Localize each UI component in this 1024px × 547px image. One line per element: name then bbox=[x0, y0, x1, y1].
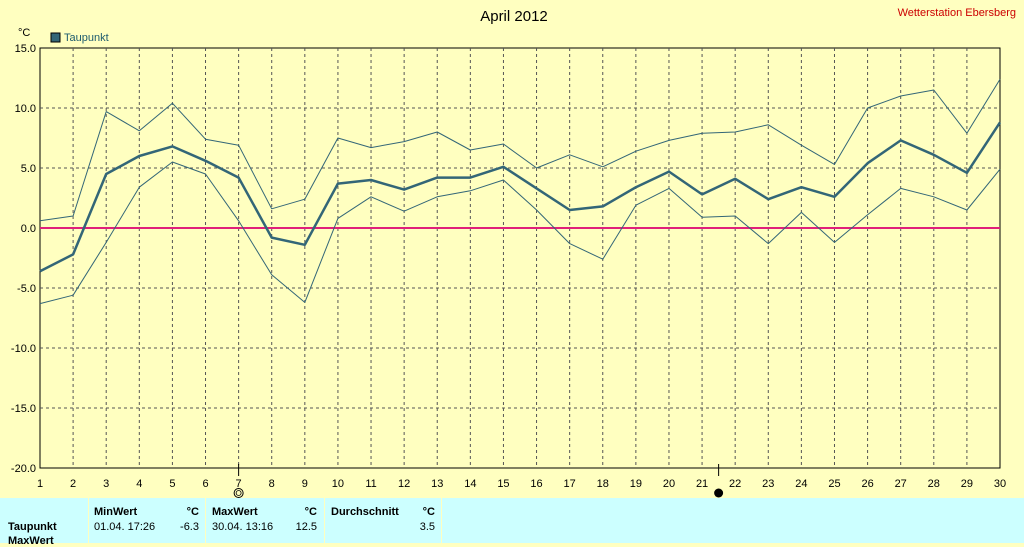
avg-unit: °C bbox=[422, 506, 435, 518]
x-tick-label: 24 bbox=[795, 478, 807, 490]
legend: Taupunkt bbox=[50, 32, 109, 44]
x-tick-label: 30 bbox=[994, 478, 1006, 490]
avg-value: 3.5 bbox=[419, 521, 435, 533]
stats-avg-cell: Durchschnitt °C 3.5 bbox=[325, 498, 441, 543]
x-tick-label: 4 bbox=[136, 478, 142, 490]
x-tick-label: 17 bbox=[564, 478, 576, 490]
stats-min-cell: MinWert °C 01.04. 17:26 -6.3 bbox=[89, 498, 205, 543]
x-tick-label: 9 bbox=[302, 478, 308, 490]
y-axis-unit: °C bbox=[18, 27, 30, 39]
min-unit: °C bbox=[186, 506, 199, 518]
series-line-min bbox=[39, 161, 1001, 305]
x-tick-label: 3 bbox=[103, 478, 109, 490]
x-tick-label: 6 bbox=[202, 478, 208, 490]
x-tick-label: 5 bbox=[169, 478, 175, 490]
y-tick-label: 15.0 bbox=[15, 43, 36, 55]
y-tick-label: -20.0 bbox=[11, 463, 36, 475]
x-tick-label: 23 bbox=[762, 478, 774, 490]
legend-swatch bbox=[50, 32, 61, 43]
series-line-mean bbox=[39, 121, 1002, 273]
stats-label-cell: Taupunkt MaxWert bbox=[0, 498, 88, 547]
x-tick-label: 22 bbox=[729, 478, 741, 490]
x-tick-label: 1 bbox=[37, 478, 43, 490]
x-tick-label: 11 bbox=[365, 478, 376, 490]
x-tick-label: 21 bbox=[696, 478, 708, 490]
station-name: Wetterstation Ebersberg bbox=[898, 7, 1016, 19]
max-datetime: 30.04. 13:16 bbox=[212, 521, 274, 533]
y-tick-label: 5.0 bbox=[21, 163, 36, 175]
max-header: MaxWert bbox=[212, 506, 258, 518]
stats-max-cell: MaxWert °C 30.04. 13:16 12.5 bbox=[206, 498, 324, 543]
max-value: 12.5 bbox=[295, 521, 317, 533]
x-tick-label: 15 bbox=[497, 478, 509, 490]
x-tick-label: 2 bbox=[70, 478, 76, 490]
x-tick-label: 18 bbox=[597, 478, 609, 490]
y-tick-label: 10.0 bbox=[15, 103, 36, 115]
min-value: -6.3 bbox=[180, 521, 199, 533]
x-tick-label: 14 bbox=[464, 478, 476, 490]
min-datetime: 01.04. 17:26 bbox=[94, 521, 156, 533]
avg-header: Durchschnitt bbox=[331, 506, 399, 518]
stats-empty-cell bbox=[442, 498, 1024, 543]
legend-label-taupunkt: Taupunkt bbox=[64, 32, 109, 44]
y-axis-ticks: 15.0 10.0 5.0 0.0 -5.0 -10.0 -15.0 -20.0 bbox=[11, 43, 36, 475]
x-axis-ticks: 1 2 3 4 5 6 7 8 9 10 11 12 13 14 15 16 17 18 19 20 21 22 23 24 2… bbox=[37, 478, 1006, 490]
x-tick-label: 8 bbox=[269, 478, 275, 490]
y-tick-label: -15.0 bbox=[11, 403, 36, 415]
x-tick-label: 16 bbox=[530, 478, 542, 490]
y-tick-label: 0.0 bbox=[21, 223, 36, 235]
x-tick-label: 29 bbox=[961, 478, 973, 490]
x-tick-label: 28 bbox=[928, 478, 940, 490]
x-tick-label: 25 bbox=[828, 478, 840, 490]
stats-row-label: Taupunkt bbox=[8, 521, 57, 533]
x-tick-label: 26 bbox=[861, 478, 873, 490]
y-tick-label: -10.0 bbox=[11, 343, 36, 355]
grid-lines bbox=[40, 48, 1000, 468]
full-moon-icon bbox=[233, 488, 244, 498]
full-moon-inner bbox=[235, 490, 242, 496]
y-tick-label: -5.0 bbox=[17, 283, 36, 295]
x-tick-label: 10 bbox=[332, 478, 344, 490]
x-tick-label: 19 bbox=[630, 478, 642, 490]
min-header: MinWert bbox=[94, 506, 138, 518]
x-tick-label: 27 bbox=[895, 478, 907, 490]
x-tick-label: 12 bbox=[398, 478, 410, 490]
x-tick-label: 7 bbox=[236, 478, 242, 490]
stats-row-label-2: MaxWert bbox=[8, 535, 54, 547]
plot-area bbox=[39, 47, 1001, 469]
chart-title: April 2012 bbox=[480, 8, 548, 25]
statistics-panel: Taupunkt MaxWert MinWert °C 01.04. 17:26… bbox=[0, 498, 1024, 547]
series-line-max bbox=[39, 78, 1001, 222]
series-lines bbox=[39, 78, 1002, 305]
x-tick-label: 20 bbox=[663, 478, 675, 490]
x-tick-label: 13 bbox=[431, 478, 443, 490]
moon-phase-markers bbox=[233, 464, 724, 498]
new-moon-icon bbox=[714, 488, 724, 498]
max-unit: °C bbox=[304, 506, 317, 518]
